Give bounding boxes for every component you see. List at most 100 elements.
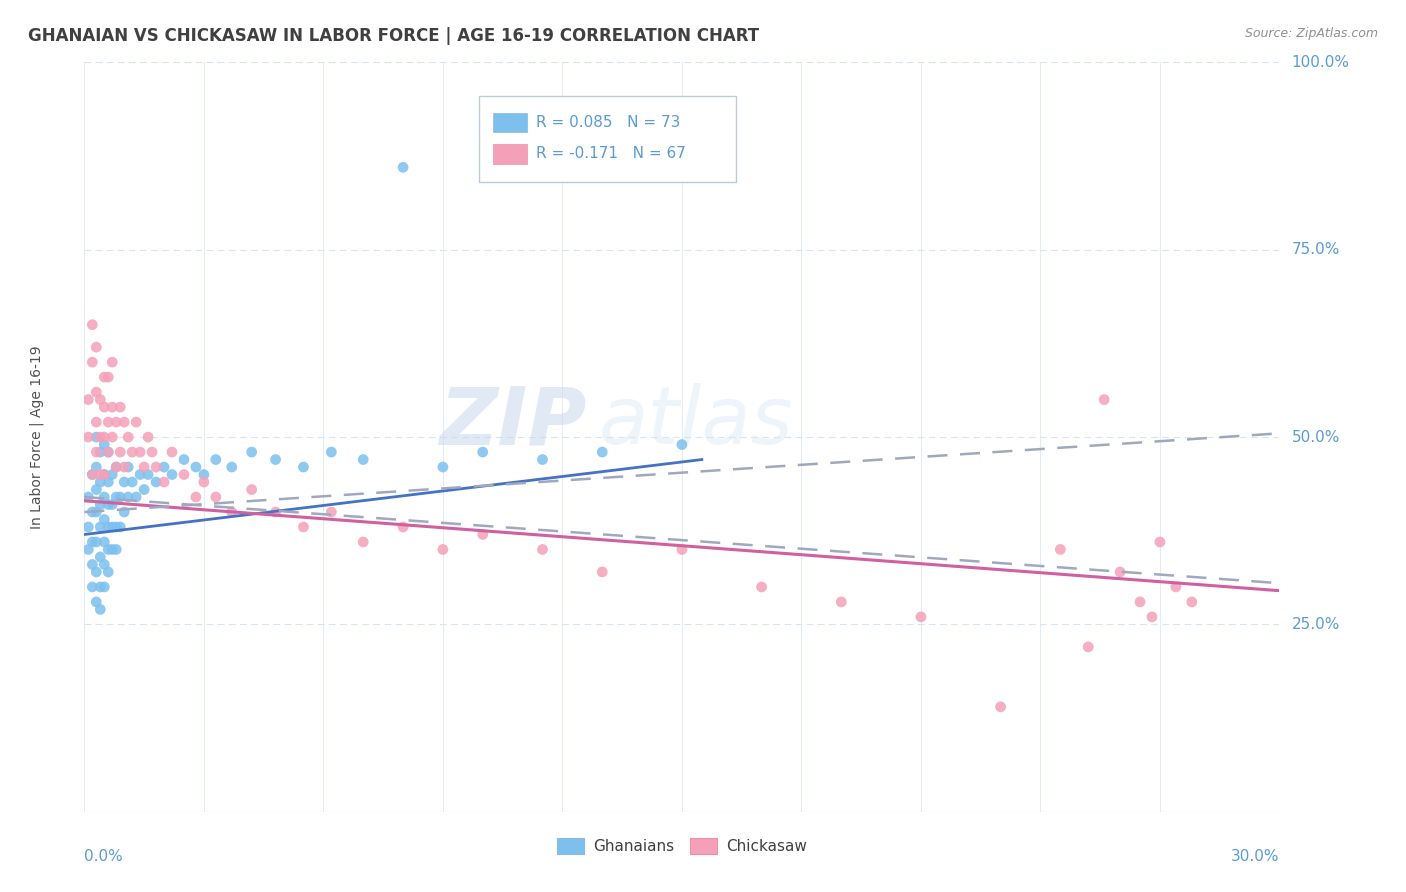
Point [141, 445, 163, 459]
Point [101, 400, 124, 414]
Point [89, 498, 111, 512]
Text: R = 0.085   N = 73: R = 0.085 N = 73 [536, 115, 681, 130]
Point [101, 355, 124, 369]
Point [471, 445, 494, 459]
Point [97, 565, 120, 579]
Point [352, 452, 374, 467]
Point [110, 400, 132, 414]
Point [193, 475, 215, 489]
Point [240, 483, 263, 497]
Point [93, 437, 115, 451]
FancyBboxPatch shape [494, 112, 527, 132]
Point [136, 467, 159, 482]
Point [292, 460, 315, 475]
Point [105, 542, 128, 557]
Point [77, 490, 100, 504]
Point [112, 475, 135, 489]
Point [82, 355, 104, 369]
Point [82, 467, 104, 482]
Point [1129, 595, 1152, 609]
Point [105, 460, 128, 475]
Point [86, 483, 108, 497]
Point [86, 430, 108, 444]
Point [86, 565, 108, 579]
Point [93, 430, 115, 444]
Point [132, 483, 156, 497]
Point [93, 535, 115, 549]
Legend: Ghanaians, Chickasaw: Ghanaians, Chickasaw [551, 832, 813, 860]
Point [292, 520, 315, 534]
Point [160, 445, 183, 459]
Point [1049, 542, 1071, 557]
Point [205, 452, 228, 467]
Point [86, 595, 108, 609]
Point [1149, 535, 1171, 549]
Point [82, 535, 104, 549]
Point [101, 467, 124, 482]
Text: In Labor Force | Age 16-19: In Labor Force | Age 16-19 [30, 345, 44, 529]
Point [1181, 595, 1204, 609]
Text: 30.0%: 30.0% [1232, 849, 1279, 864]
Point [160, 467, 183, 482]
Point [145, 475, 167, 489]
Point [89, 475, 111, 489]
Point [77, 392, 100, 407]
Point [86, 460, 108, 475]
Point [110, 520, 132, 534]
Point [101, 430, 124, 444]
Text: Source: ZipAtlas.com: Source: ZipAtlas.com [1244, 27, 1378, 40]
Point [112, 460, 135, 475]
Point [432, 460, 454, 475]
Point [97, 475, 120, 489]
Point [264, 452, 287, 467]
Point [77, 520, 100, 534]
Point [89, 520, 111, 534]
Point [591, 565, 613, 579]
Text: GHANAIAN VS CHICKASAW IN LABOR FORCE | AGE 16-19 CORRELATION CHART: GHANAIAN VS CHICKASAW IN LABOR FORCE | A… [28, 27, 759, 45]
Point [89, 467, 111, 482]
Point [531, 542, 554, 557]
Point [110, 445, 132, 459]
Point [93, 370, 115, 384]
Point [101, 542, 124, 557]
Point [1164, 580, 1187, 594]
Point [89, 392, 111, 407]
Point [910, 610, 932, 624]
Point [671, 437, 693, 451]
Point [153, 475, 176, 489]
Point [97, 445, 120, 459]
Point [990, 699, 1012, 714]
Point [110, 490, 132, 504]
Point [86, 340, 108, 354]
Point [129, 467, 152, 482]
Point [432, 542, 454, 557]
Point [117, 460, 139, 475]
Point [93, 400, 115, 414]
Point [1077, 640, 1099, 654]
Point [82, 580, 104, 594]
Point [97, 415, 120, 429]
Point [82, 318, 104, 332]
Text: 25.0%: 25.0% [1292, 617, 1340, 632]
Point [93, 512, 115, 526]
Point [105, 520, 128, 534]
Text: 100.0%: 100.0% [1292, 55, 1350, 70]
Point [86, 445, 108, 459]
Point [101, 520, 124, 534]
Point [89, 549, 111, 564]
Text: atlas: atlas [599, 383, 793, 461]
Point [321, 505, 343, 519]
Point [89, 430, 111, 444]
Point [112, 505, 135, 519]
Point [264, 505, 287, 519]
Point [125, 490, 148, 504]
Point [117, 490, 139, 504]
Point [105, 415, 128, 429]
Point [240, 445, 263, 459]
Point [97, 445, 120, 459]
Point [89, 602, 111, 616]
Point [86, 535, 108, 549]
Point [105, 460, 128, 475]
Point [173, 452, 195, 467]
Point [97, 542, 120, 557]
